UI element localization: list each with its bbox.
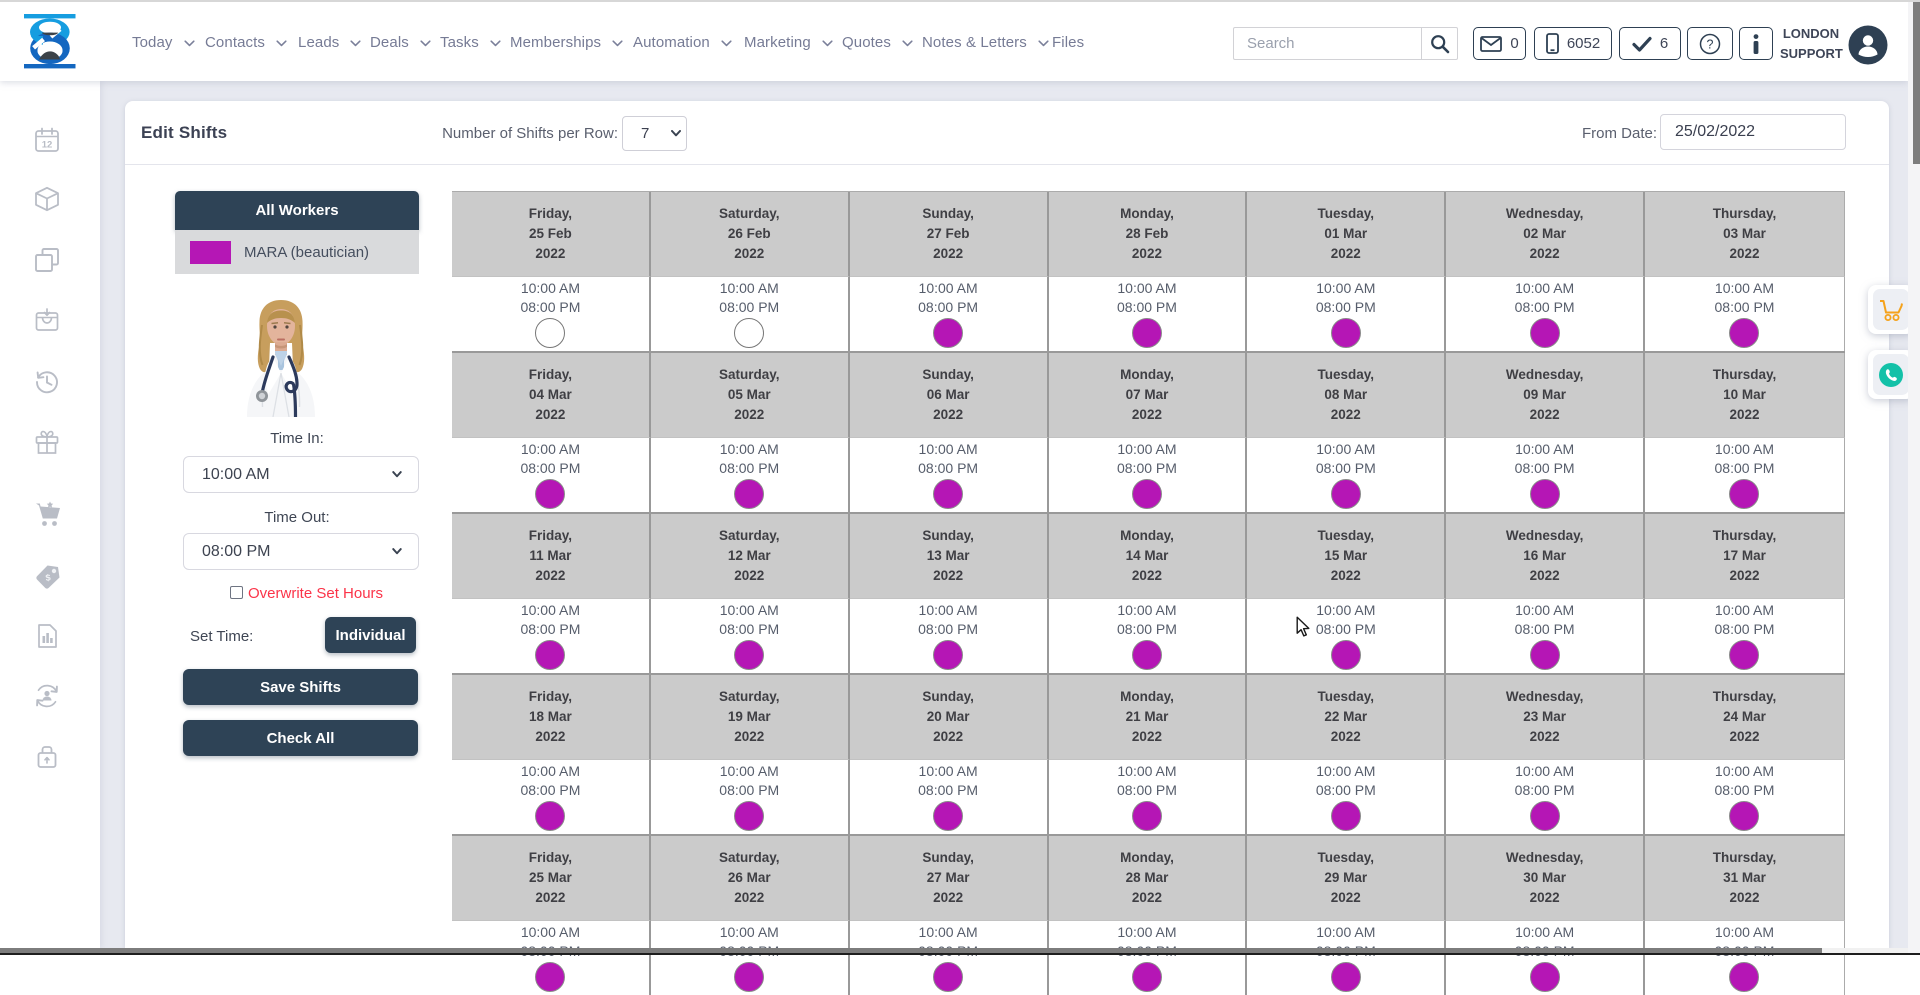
svg-text:$: $ — [45, 572, 51, 583]
svg-text:12: 12 — [42, 140, 53, 151]
svg-text:?: ? — [1707, 37, 1714, 51]
